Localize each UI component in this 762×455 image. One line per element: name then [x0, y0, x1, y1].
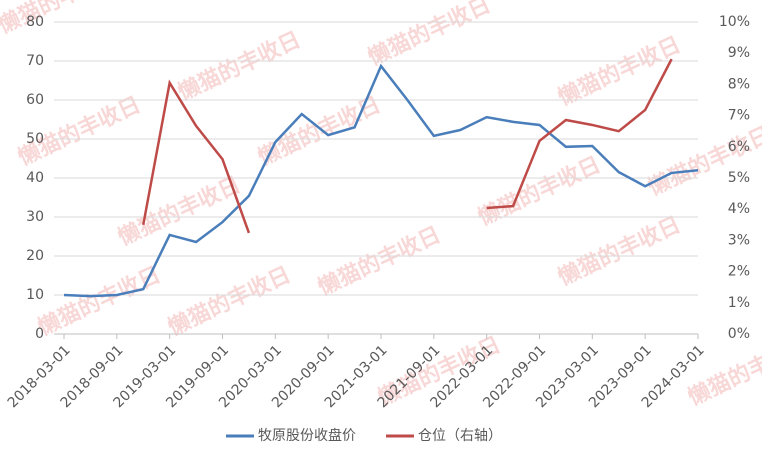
legend-label: 牧原股份收盘价	[258, 427, 356, 444]
data-line	[63, 63, 699, 298]
watermark: 懒猫的丰收日	[314, 222, 445, 301]
watermark: 懒猫的丰收日	[164, 262, 295, 341]
watermark: 懒猫的丰收日	[474, 152, 605, 231]
y2-tick-label: 6%	[728, 139, 750, 155]
y-tick-label: 60	[26, 92, 44, 108]
y-tick-label: 40	[26, 170, 44, 186]
watermark: 懒猫的丰收日	[0, 0, 125, 39]
y2-tick-label: 0%	[728, 326, 750, 342]
y-tick-label: 0	[35, 326, 44, 342]
watermark: 懒猫的丰收日	[114, 172, 245, 251]
watermark: 懒猫的丰收日	[34, 262, 165, 341]
legend-label: 仓位（右轴）	[418, 428, 502, 444]
y2-tick-label: 2%	[728, 264, 750, 280]
y2-tick-label: 5%	[728, 170, 750, 186]
y2-tick-label: 9%	[728, 45, 750, 61]
y-tick-label: 20	[26, 248, 44, 264]
y-tick-label: 70	[26, 53, 44, 69]
watermark: 懒猫的丰收日	[174, 27, 305, 106]
y2-tick-label: 8%	[728, 76, 750, 92]
y2-tick-label: 10%	[719, 14, 750, 30]
watermark: 懒猫的丰收日	[644, 122, 762, 201]
y2-tick-label: 4%	[728, 201, 750, 217]
watermark: 懒猫的丰收日	[364, 0, 495, 71]
watermark: 懒猫的丰收日	[554, 212, 685, 291]
y-tick-label: 10	[26, 287, 44, 303]
y-tick-label: 50	[26, 131, 44, 147]
y2-tick-label: 1%	[728, 295, 750, 311]
data-line	[142, 58, 673, 234]
y-tick-label: 30	[26, 209, 44, 225]
y2-tick-label: 3%	[728, 232, 750, 248]
y-tick-label: 80	[26, 14, 44, 30]
y2-tick-label: 7%	[728, 108, 750, 124]
